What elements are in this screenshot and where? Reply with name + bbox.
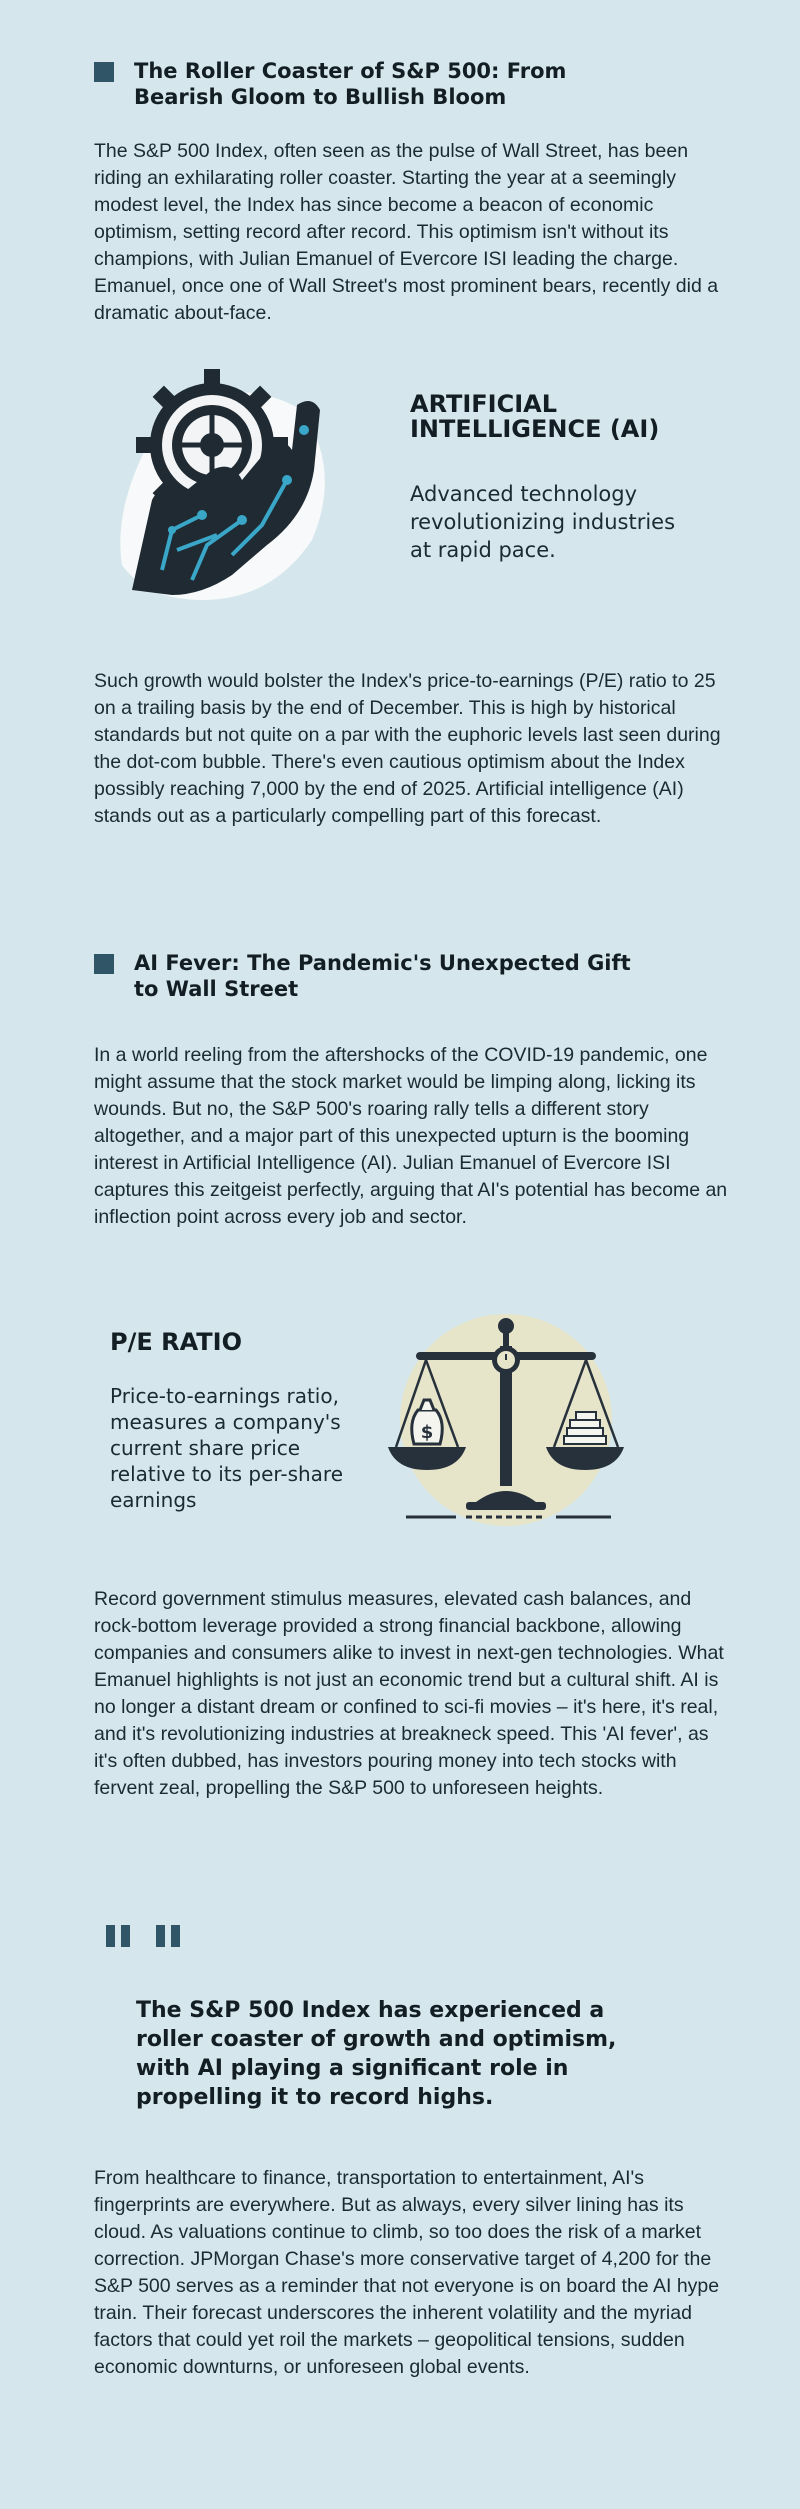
pull-quote: The S&P 500 Index has experienced a roll…: [136, 1998, 617, 2110]
pe-illustration: $: [386, 1312, 626, 1528]
svg-text:$: $: [421, 1422, 434, 1443]
pe-feature-card: P/E RATIO Price-to-earnings ratio, measu…: [110, 1330, 360, 1513]
section-heading-1: The Roller Coaster of S&P 500: From Bear…: [94, 58, 654, 110]
section-title: AI Fever: The Pandemic's Unexpected Gift…: [134, 951, 631, 1001]
paragraph: Such growth would bolster the Index's pr…: [94, 670, 721, 827]
feature-description: Advanced technology revolutionizing indu…: [410, 482, 676, 562]
paragraph: The S&P 500 Index, often seen as the pul…: [94, 140, 719, 324]
feature-description: Price-to-earnings ratio, measures a comp…: [110, 1384, 344, 1512]
balance-scale-icon: $: [388, 1314, 624, 1526]
paragraph: In a world reeling from the aftershocks …: [94, 1044, 728, 1228]
feature-title: P/E RATIO: [110, 1328, 242, 1356]
robot-hand-gear-icon: [120, 369, 325, 600]
paragraph: From healthcare to finance, transportati…: [94, 2167, 720, 2378]
quote-mark-icon: [106, 1925, 180, 1947]
section-title: The Roller Coaster of S&P 500: From Bear…: [134, 59, 567, 109]
ai-feature-card: ARTIFICIAL INTELLIGENCE (AI) Advanced te…: [410, 392, 690, 564]
section-heading-2: AI Fever: The Pandemic's Unexpected Gift…: [94, 950, 654, 1002]
feature-title: ARTIFICIAL INTELLIGENCE (AI): [410, 392, 660, 443]
paragraph: Record government stimulus measures, ele…: [94, 1588, 724, 1799]
ai-illustration: [92, 350, 354, 612]
heading-marker-icon: [94, 62, 114, 82]
heading-marker-icon: [94, 954, 114, 974]
